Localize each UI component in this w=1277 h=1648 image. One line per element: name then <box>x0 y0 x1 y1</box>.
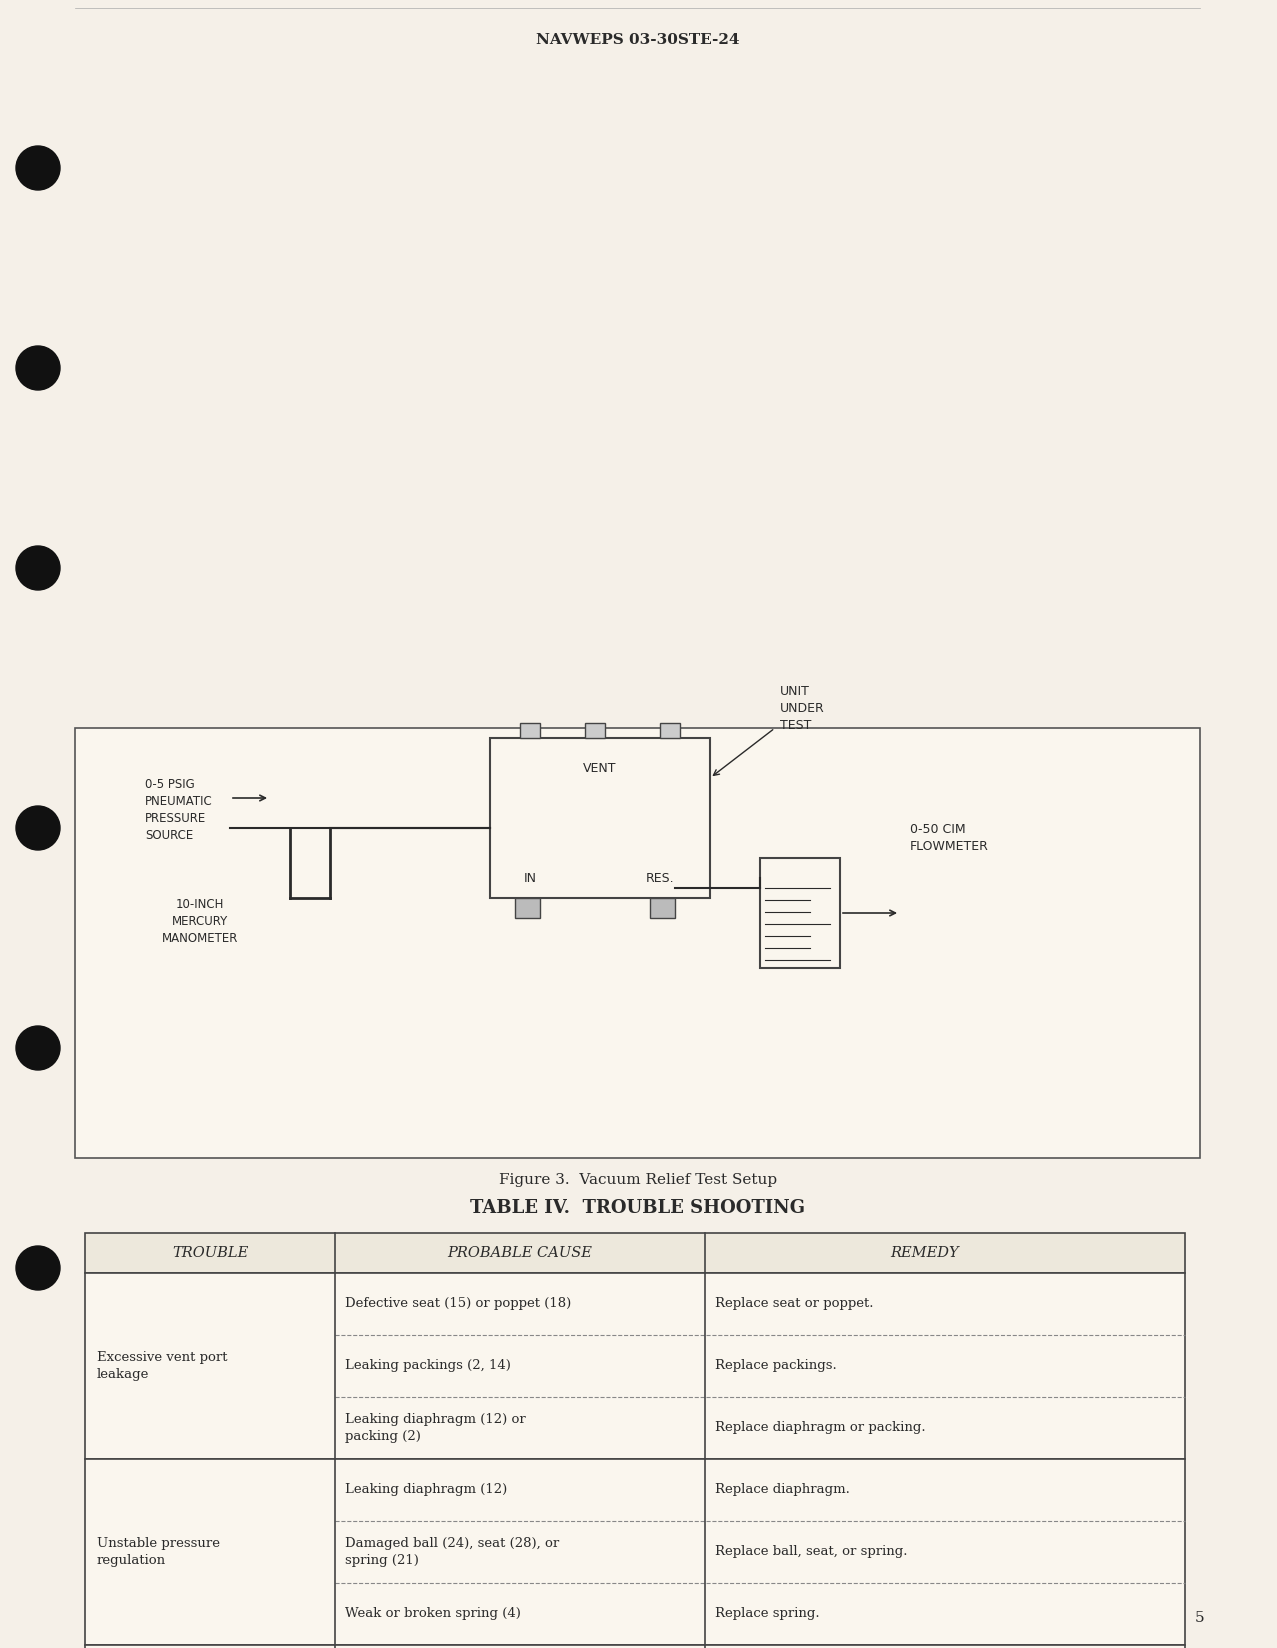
Text: Leaking diaphragm (12) or
packing (2): Leaking diaphragm (12) or packing (2) <box>345 1412 526 1444</box>
Circle shape <box>17 545 60 590</box>
Circle shape <box>17 1027 60 1070</box>
Text: Replace diaphragm or packing.: Replace diaphragm or packing. <box>715 1422 926 1434</box>
Bar <box>490 738 710 898</box>
Text: Excessive vent port
leakage: Excessive vent port leakage <box>97 1351 227 1381</box>
Text: Figure 3.  Vacuum Relief Test Setup: Figure 3. Vacuum Relief Test Setup <box>499 1173 778 1187</box>
Text: UNIT
UNDER
TEST: UNIT UNDER TEST <box>780 684 825 732</box>
Bar <box>520 723 540 738</box>
Text: Replace seat or poppet.: Replace seat or poppet. <box>715 1297 873 1310</box>
Text: TABLE IV.  TROUBLE SHOOTING: TABLE IV. TROUBLE SHOOTING <box>470 1200 806 1216</box>
Text: Defective seat (15) or poppet (18): Defective seat (15) or poppet (18) <box>345 1297 571 1310</box>
Bar <box>86 1458 1185 1645</box>
Text: IN: IN <box>524 872 536 885</box>
Text: NAVWEPS 03-30STE-24: NAVWEPS 03-30STE-24 <box>536 33 739 48</box>
Text: Replace packings.: Replace packings. <box>715 1360 836 1373</box>
Text: Replace diaphragm.: Replace diaphragm. <box>715 1483 850 1496</box>
Text: TROUBLE: TROUBLE <box>172 1246 248 1261</box>
Text: 5: 5 <box>1195 1612 1204 1625</box>
Text: 0-5 PSIG
PNEUMATIC
PRESSURE
SOURCE: 0-5 PSIG PNEUMATIC PRESSURE SOURCE <box>146 778 213 842</box>
Text: Unstable pressure
regulation: Unstable pressure regulation <box>97 1538 220 1567</box>
Bar <box>650 898 676 918</box>
Bar <box>86 1272 1185 1458</box>
Text: PROBABLE CAUSE: PROBABLE CAUSE <box>447 1246 593 1261</box>
Bar <box>585 723 605 738</box>
Text: Leaking packings (2, 14): Leaking packings (2, 14) <box>345 1360 511 1373</box>
Circle shape <box>17 147 60 190</box>
Circle shape <box>17 806 60 850</box>
Text: 10-INCH
MERCURY
MANOMETER: 10-INCH MERCURY MANOMETER <box>162 898 239 944</box>
Text: Replace ball, seat, or spring.: Replace ball, seat, or spring. <box>715 1546 908 1559</box>
Text: Weak or broken spring (4): Weak or broken spring (4) <box>345 1607 521 1620</box>
Bar <box>660 723 679 738</box>
Text: RES.: RES. <box>646 872 674 885</box>
Bar <box>86 1233 1185 1272</box>
Text: Damaged ball (24), seat (28), or
spring (21): Damaged ball (24), seat (28), or spring … <box>345 1538 559 1567</box>
Circle shape <box>17 346 60 391</box>
Bar <box>760 859 840 967</box>
Text: 0-50 CIM
FLOWMETER: 0-50 CIM FLOWMETER <box>911 822 988 854</box>
Circle shape <box>17 1246 60 1290</box>
Text: Leaking diaphragm (12): Leaking diaphragm (12) <box>345 1483 507 1496</box>
Text: Replace spring.: Replace spring. <box>715 1607 820 1620</box>
Text: REMEDY: REMEDY <box>890 1246 959 1261</box>
Bar <box>86 1645 1185 1648</box>
Text: VENT: VENT <box>584 761 617 775</box>
Bar <box>75 728 1200 1159</box>
Bar <box>515 898 540 918</box>
